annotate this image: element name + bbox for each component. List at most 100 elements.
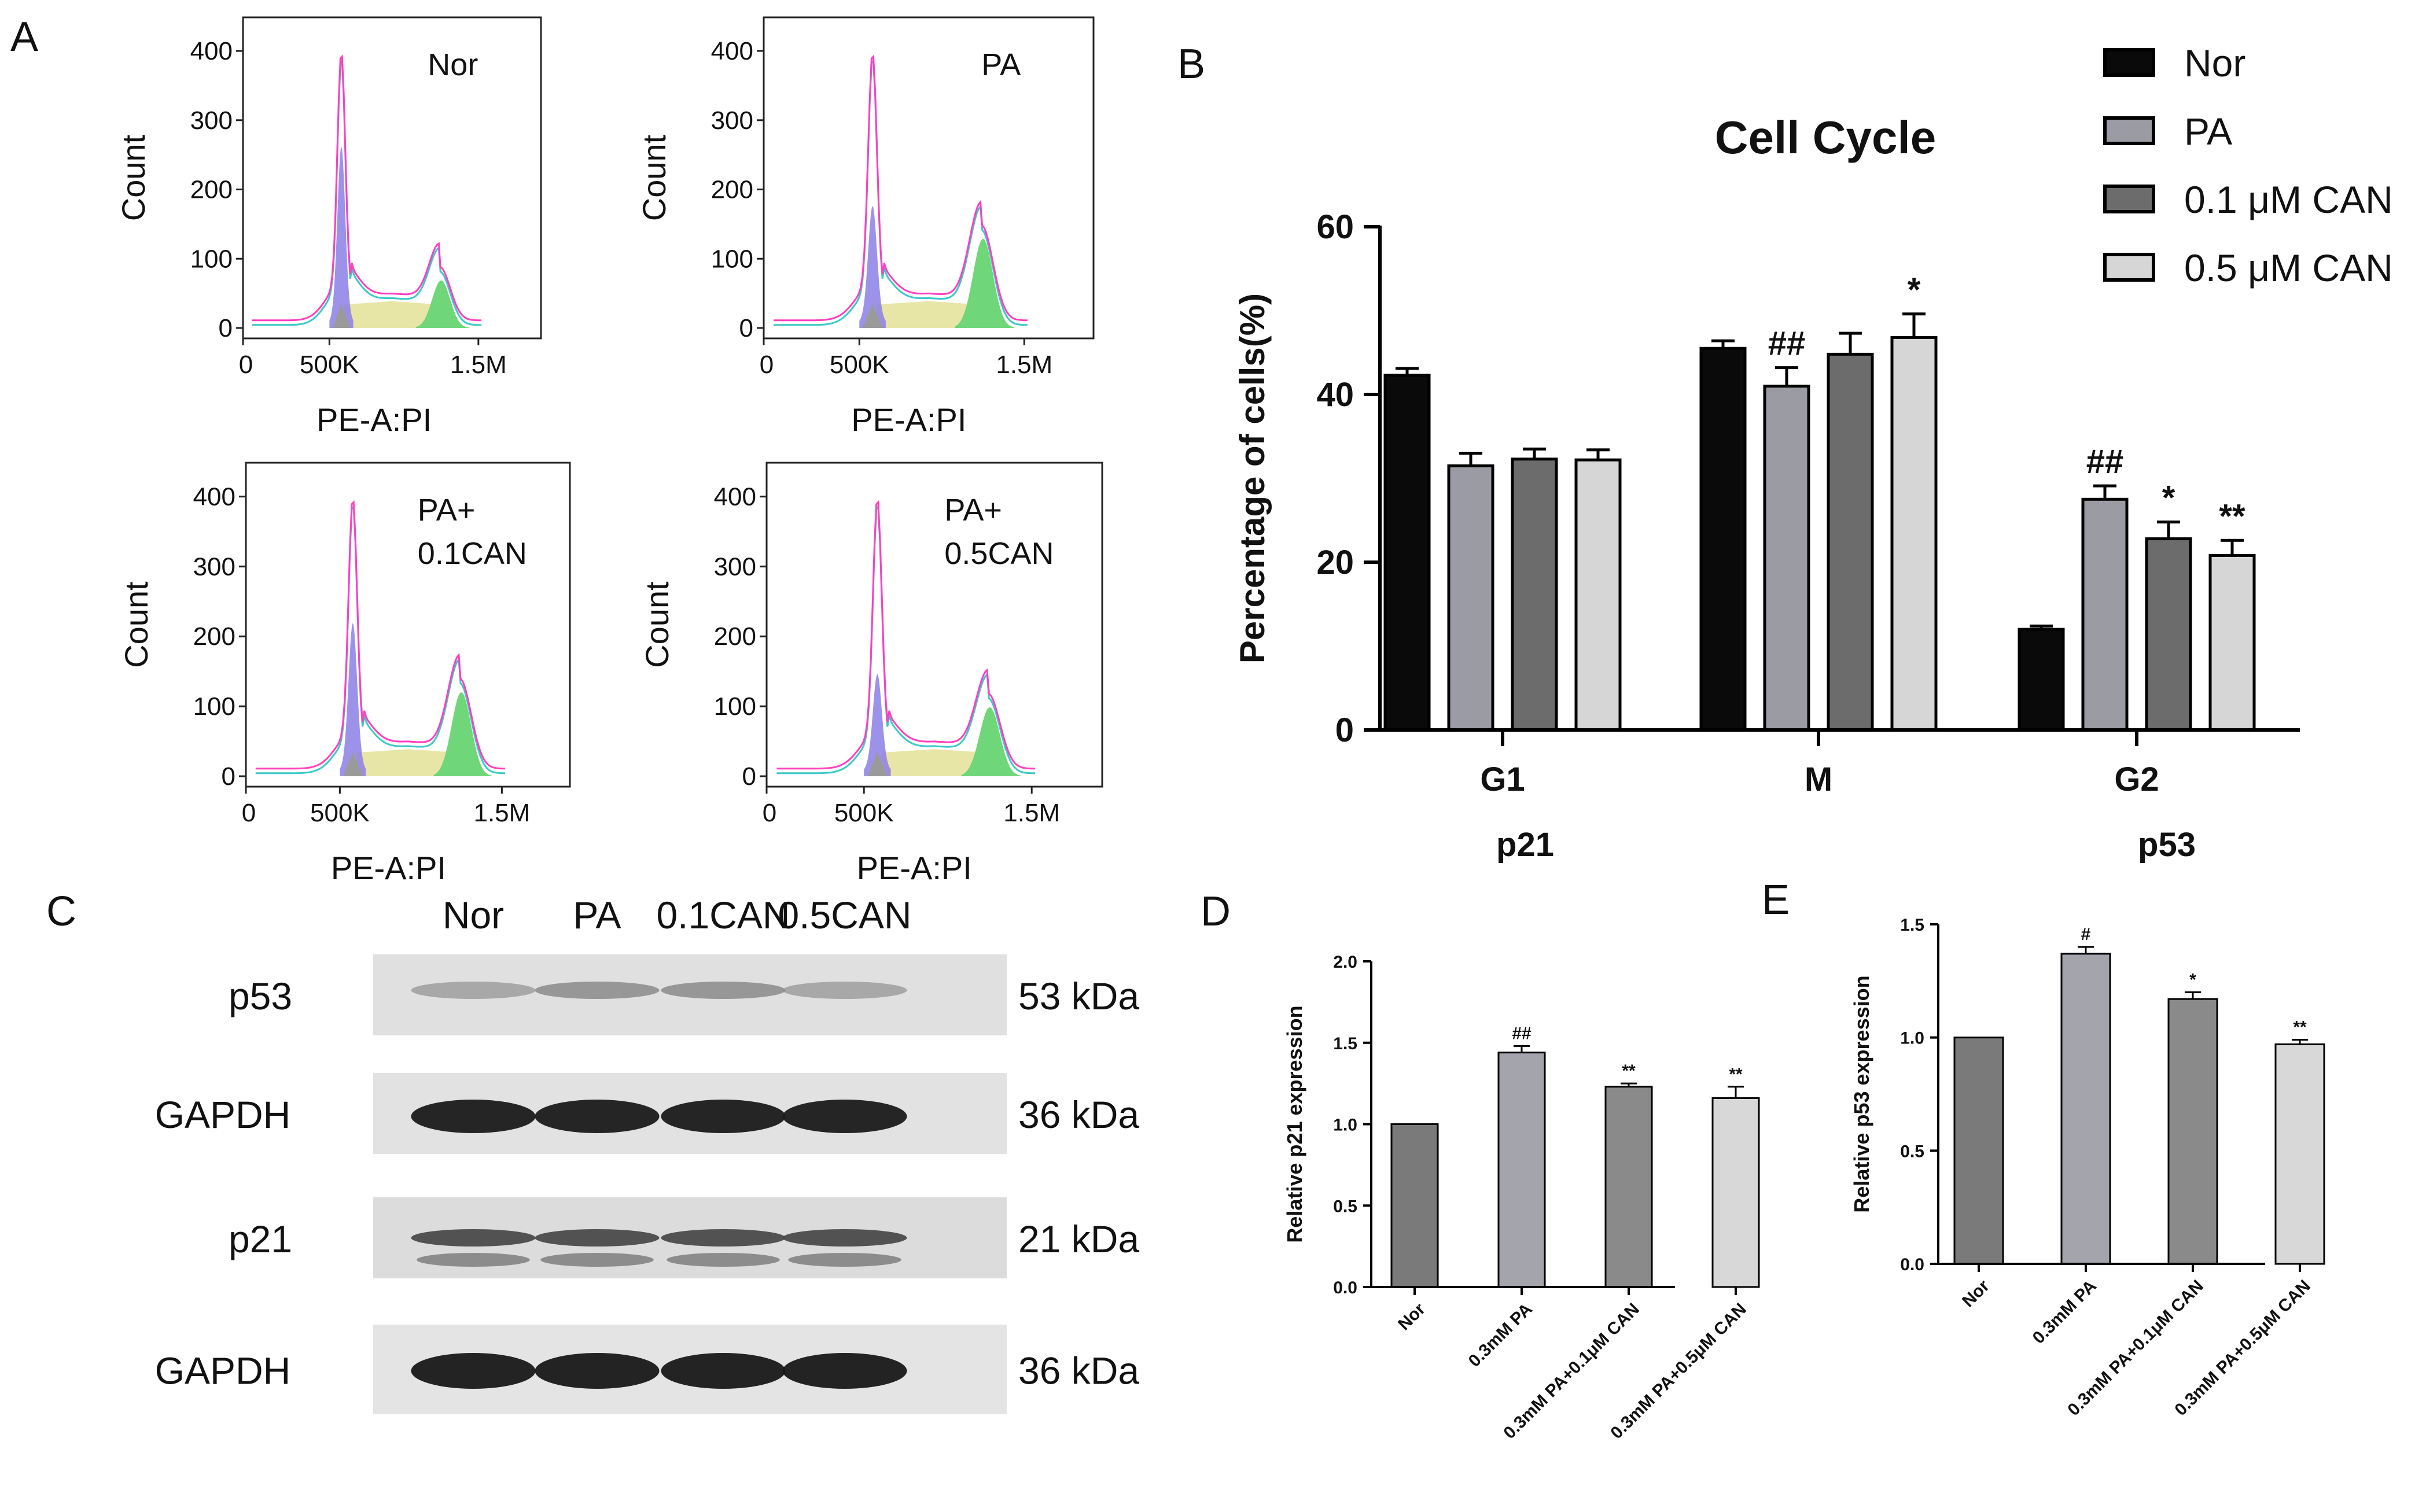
flow-xtick-label: 1.5M — [996, 351, 1052, 379]
label-p21: p21 — [1496, 826, 1554, 864]
wb-band — [782, 982, 907, 999]
wb-band — [535, 1229, 660, 1247]
flow-xtick-label: 500K — [834, 799, 894, 827]
chart-b-ytick-label: 60 — [1316, 208, 1354, 246]
flow-frame — [763, 16, 1095, 340]
wb-protein-label: p21 — [229, 1218, 292, 1260]
significance-mark-b: * — [1908, 271, 1921, 309]
chartD-ylabel: Relative p21 expression — [1283, 1005, 1306, 1242]
wb-band — [782, 1100, 907, 1133]
legend-swatch-2 — [2103, 185, 2155, 213]
wb-band — [661, 1229, 786, 1247]
flow-g2-peak — [415, 280, 470, 328]
flow-g1-peak — [859, 205, 886, 328]
panel-letter-e: E — [1762, 877, 1790, 923]
flow-g2-peak — [433, 692, 492, 776]
flow-debris — [343, 752, 363, 776]
flow-condition-label: 0.1CAN — [418, 536, 527, 571]
flow-condition-label: PA+ — [944, 493, 1002, 528]
ytick-label: 1.0 — [1333, 1116, 1357, 1135]
flow-curve-pink — [776, 500, 1036, 770]
wb-band — [411, 982, 536, 999]
flow-ytick-label: 200 — [711, 176, 753, 204]
ytick-label: 0.5 — [1333, 1197, 1357, 1216]
ytick-label: 1.0 — [1900, 1029, 1924, 1048]
chartD-bar-0 — [1390, 1123, 1439, 1288]
legend-swatch-3 — [2103, 253, 2155, 282]
flow-xlabel: PE-A:PI — [857, 850, 972, 886]
flow-ytick-label: 100 — [193, 692, 235, 721]
flow-panel-pa-05can: 0 100 200 300 400 0 500K 1.5M Count PE-A:PI PA+ 0.5… — [639, 462, 1103, 886]
wb-lane-label: 0.5CAN — [778, 894, 911, 936]
significance-mark: # — [2081, 925, 2091, 944]
flow-ytick-label: 400 — [190, 37, 233, 65]
significance-mark-b: ## — [1768, 325, 1806, 363]
bar-b-2-1 — [2081, 497, 2129, 732]
chart-b-title: Cell Cycle — [1715, 112, 1936, 163]
flow-curve-pink — [255, 500, 505, 770]
chartE-bar-0 — [1953, 1037, 2004, 1265]
flow-ytick-label: 300 — [714, 552, 756, 581]
flow-curve-cyan — [255, 504, 505, 775]
flow-ylabel: Count — [118, 581, 154, 668]
wb-lane-label: Nor — [443, 894, 504, 936]
flow-ytick-label: 0 — [739, 314, 753, 342]
chart-b-ylabel: Percentage of cells(%) — [1233, 293, 1272, 663]
significance-mark: ** — [2293, 1018, 2307, 1037]
wb-lane-label: PA — [573, 894, 621, 936]
ytick-label: 0.0 — [1900, 1255, 1924, 1274]
flow-ytick-label: 0 — [222, 762, 235, 791]
wb-band — [411, 1353, 536, 1389]
wb-size-label: 36 kDa — [1018, 1093, 1139, 1136]
flow-xtick-label: 0 — [760, 351, 774, 379]
flow-ytick-label: 400 — [714, 482, 756, 511]
flow-debris — [867, 752, 888, 776]
bar-b-2-0 — [2018, 628, 2065, 732]
wb-band-lower — [788, 1253, 901, 1267]
bar-b-1-1 — [1763, 385, 1810, 732]
flow-frame — [245, 462, 571, 788]
chart-b-ytick-label: 20 — [1316, 544, 1354, 581]
flow-xtick-label: 500K — [310, 799, 370, 827]
flow-ytick-label: 400 — [711, 37, 753, 65]
flow-frame — [765, 462, 1103, 788]
chart-b-category-m: M — [1805, 761, 1832, 798]
category-label: Nor — [1958, 1276, 1993, 1311]
flow-ytick-label: 100 — [714, 692, 756, 721]
panel-letter-b: B — [1177, 41, 1205, 87]
ytick-label: 1.5 — [1333, 1034, 1357, 1053]
flow-condition-label: Nor — [428, 47, 478, 82]
wb-band — [661, 982, 786, 999]
flow-ytick-label: 300 — [711, 106, 753, 135]
wb-band-lower — [417, 1253, 530, 1267]
significance-mark: ** — [1729, 1065, 1743, 1084]
wb-lane-label: 0.1CAN — [656, 894, 790, 936]
flow-debris — [863, 304, 883, 328]
flow-s-phase — [344, 301, 440, 328]
flow-xlabel: PE-A:PI — [316, 401, 432, 438]
flow-debris — [332, 304, 351, 328]
flow-xtick-label: 0 — [763, 799, 776, 827]
bar-b-1-0 — [1699, 346, 1747, 732]
flow-panel-nor: 0 100 200 300 400 0 500K 1.5M Count PE-A:PI Nor — [115, 16, 542, 438]
flow-ytick-label: 300 — [190, 106, 233, 135]
wb-row-2: p21 21 kDa — [229, 1197, 1139, 1278]
wb-band-lower — [540, 1253, 654, 1267]
category-label: 0.3mM PA — [1465, 1300, 1536, 1371]
chart-b-category-g1: G1 — [1480, 761, 1525, 798]
flow-cytometry-panels: 0 100 200 300 400 0 500K 1.5M Count PE-A:PI Nor 0 10… — [115, 16, 1103, 886]
significance-mark: ## — [1512, 1024, 1532, 1043]
wb-row-3: GAPDH 36 kDa — [155, 1325, 1139, 1414]
wb-row-1: GAPDH 36 kDa — [155, 1073, 1139, 1154]
bar-b-1-2 — [1827, 352, 1874, 732]
legend-swatch-1 — [2103, 116, 2155, 145]
flow-panel-pa: 0 100 200 300 400 0 500K 1.5M Count PE-A:PI PA — [636, 16, 1095, 438]
flow-ytick-label: 100 — [190, 245, 233, 273]
wb-band — [535, 1353, 660, 1389]
wb-band — [661, 1100, 786, 1133]
chartD-bar-3 — [1711, 1097, 1760, 1288]
flow-curve-pink — [252, 54, 481, 322]
flow-ylabel: Count — [639, 581, 675, 668]
